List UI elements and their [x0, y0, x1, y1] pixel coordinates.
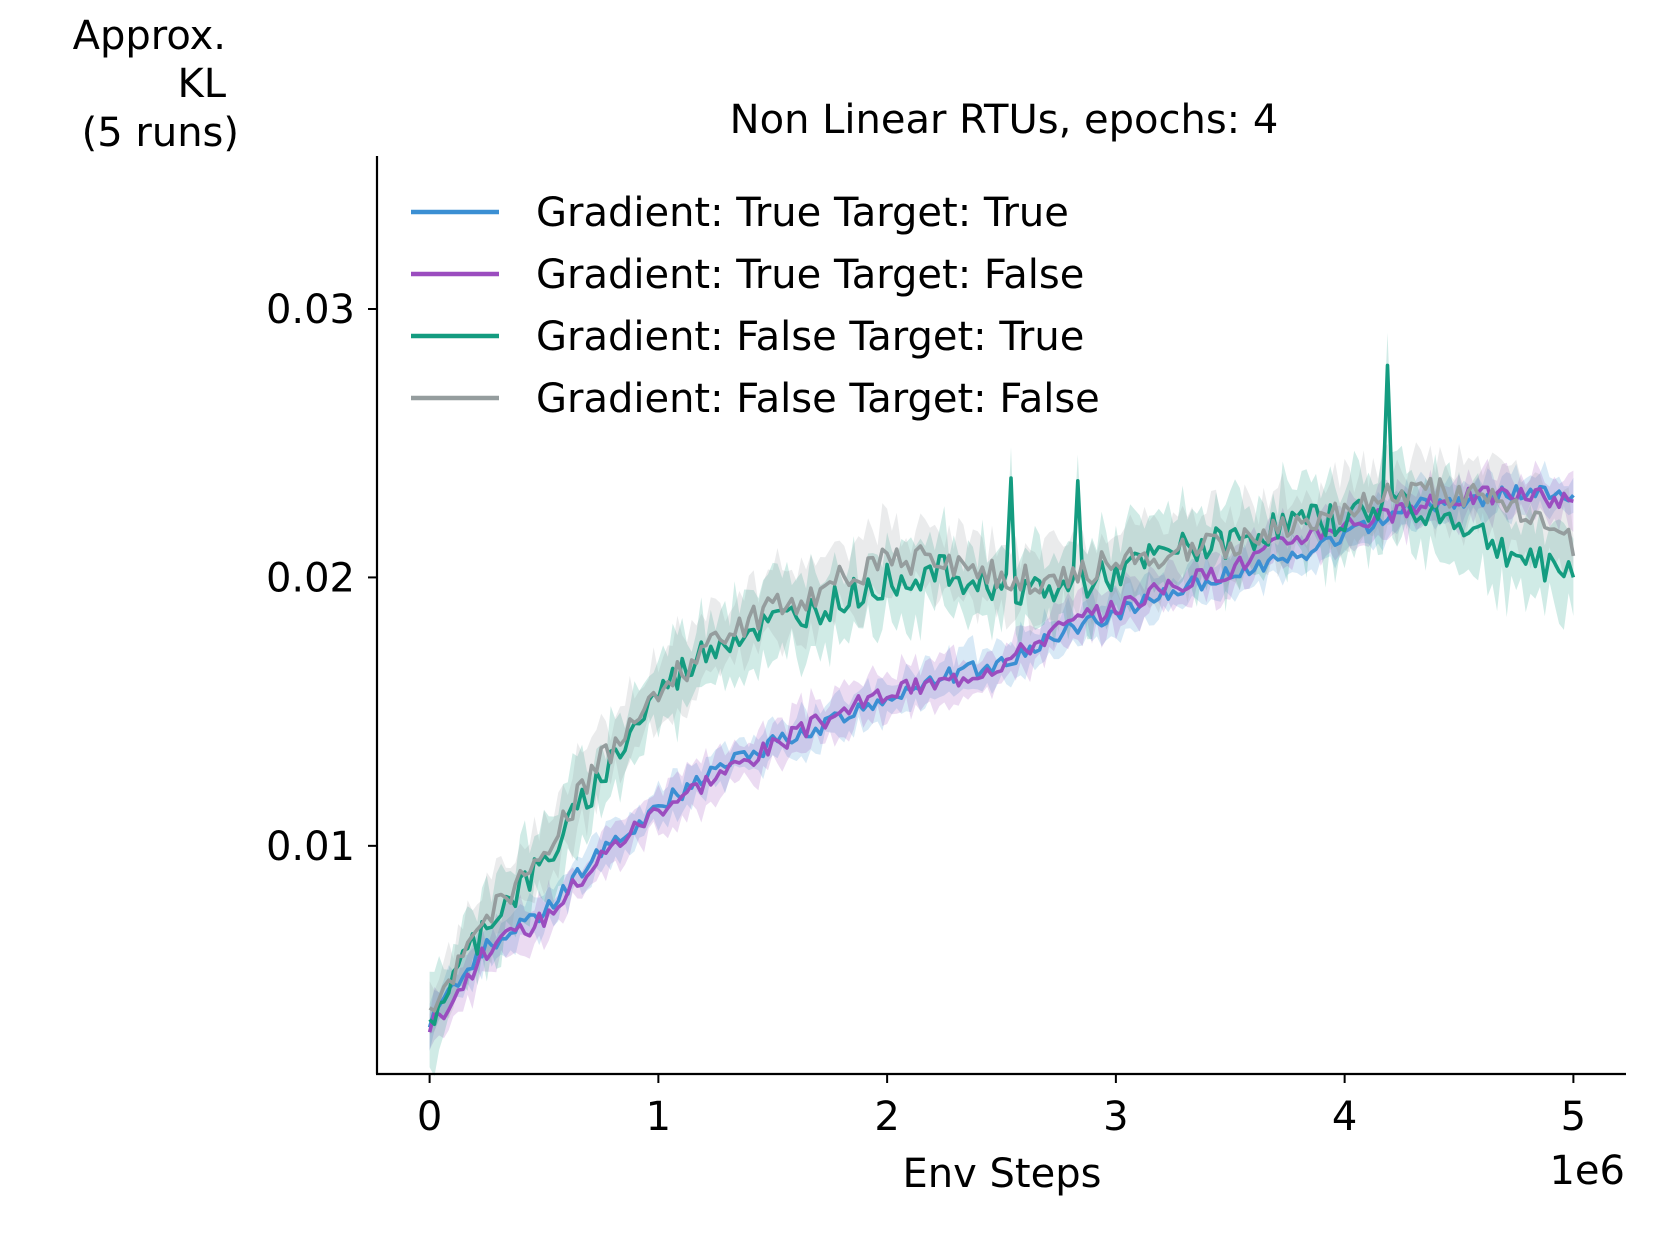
x-tick-label: 0: [417, 1094, 442, 1140]
band-gradient-true-target-false: [429, 458, 1574, 1050]
confidence-bands: [429, 332, 1574, 1077]
y-axis-label-line-3: (5 runs): [82, 110, 239, 156]
series-lines: [427, 363, 1576, 1033]
line-gradient-true-target-true: [427, 484, 1575, 1028]
x-tick-label: 3: [1103, 1094, 1128, 1140]
x-axis-offset-label: 1e6: [1549, 1148, 1625, 1194]
chart-title: Non Linear RTUs, epochs: 4: [730, 97, 1279, 143]
x-ticks: 0 1 2 3 4 5: [417, 1074, 1586, 1140]
x-tick-label: 2: [874, 1094, 899, 1140]
band-gradient-false-target-true: [429, 332, 1574, 1077]
line-gradient-true-target-false: [427, 485, 1574, 1033]
y-tick-label: 0.01: [266, 824, 355, 870]
legend-label: Gradient: True Target: False: [536, 252, 1084, 298]
x-tick-label: 1: [646, 1094, 671, 1140]
legend-label: Gradient: True Target: True: [536, 190, 1069, 236]
legend-label: Gradient: False Target: True: [536, 314, 1084, 360]
legend-label: Gradient: False Target: False: [536, 376, 1100, 422]
x-axis-label: Env Steps: [903, 1151, 1102, 1197]
x-tick-label: 4: [1332, 1094, 1357, 1140]
y-ticks: 0.01 0.02 0.03: [266, 287, 377, 870]
x-tick-label: 5: [1561, 1094, 1586, 1140]
line-gradient-false-target-false: [428, 476, 1576, 1013]
y-tick-label: 0.03: [266, 287, 355, 333]
y-tick-label: 0.02: [266, 555, 355, 601]
y-axis-label-line-1: Approx.: [73, 13, 226, 59]
y-axis-label: Approx. KL (5 runs): [73, 13, 239, 156]
y-axis-label-line-2: KL: [177, 61, 226, 107]
legend: Gradient: True Target: True Gradient: Tru…: [411, 190, 1100, 422]
